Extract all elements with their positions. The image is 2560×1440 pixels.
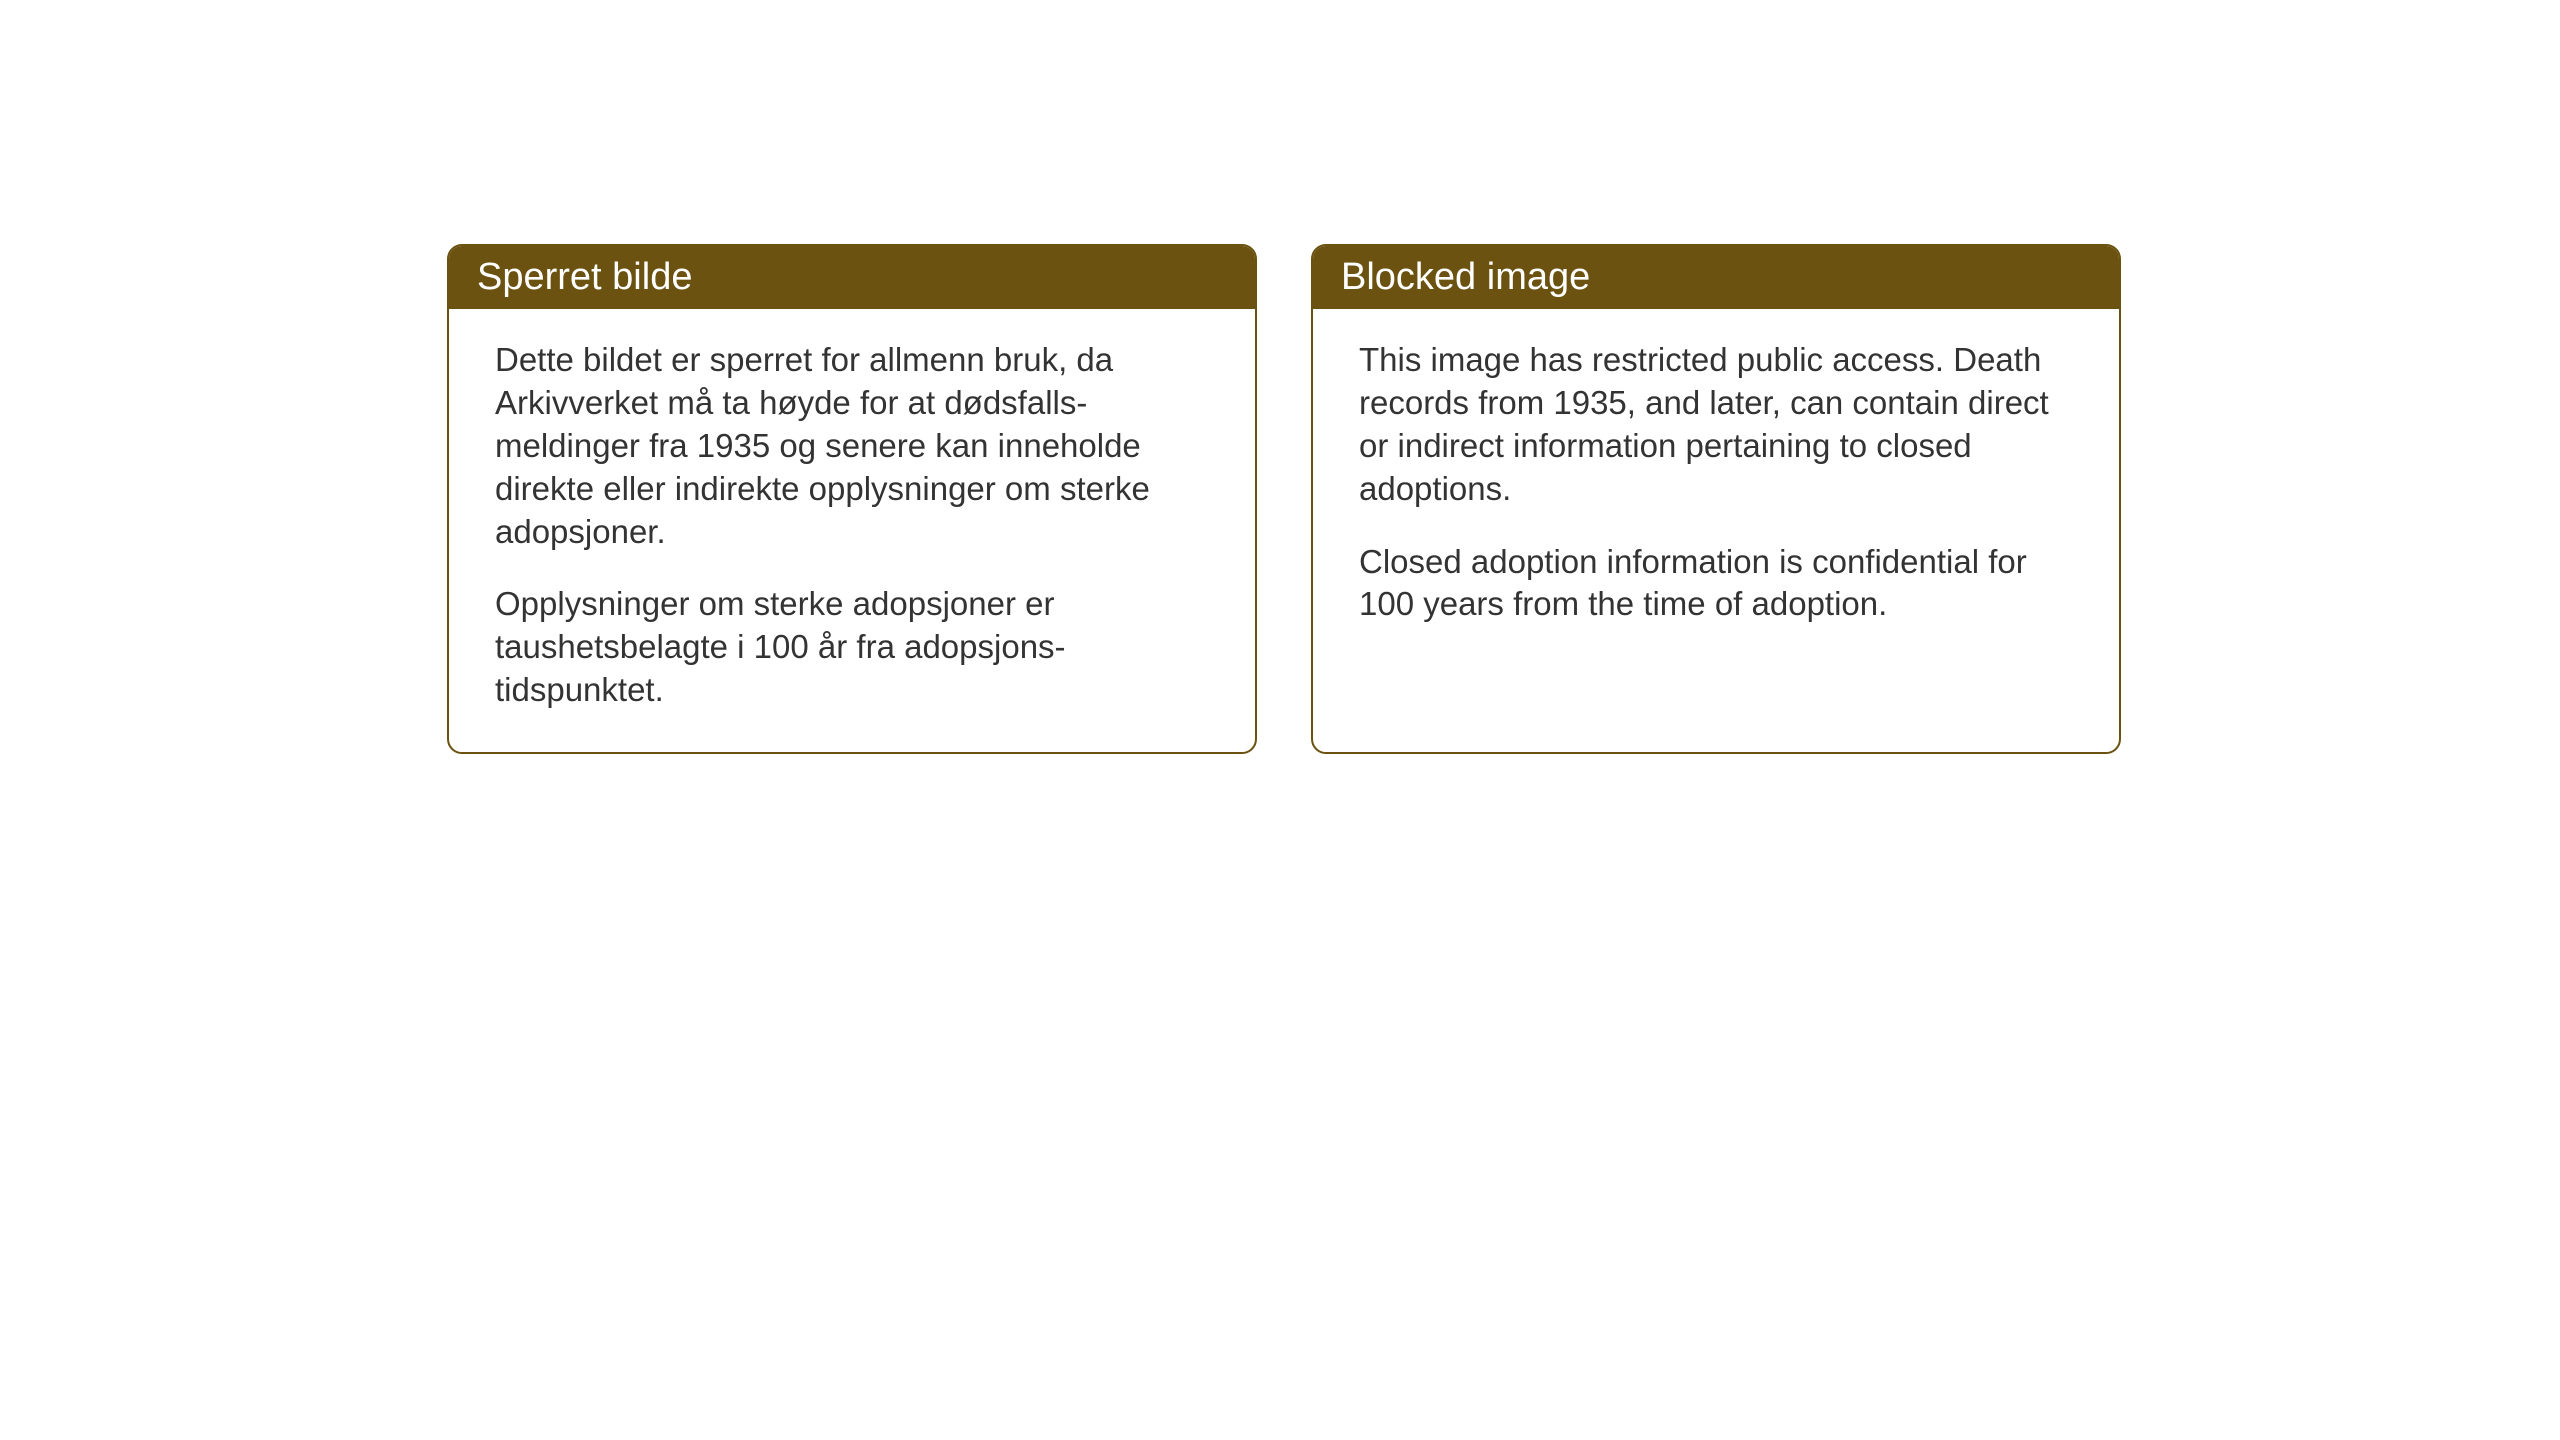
card-paragraph: Closed adoption information is confident… bbox=[1359, 541, 2073, 627]
card-body-english: This image has restricted public access.… bbox=[1313, 309, 2119, 666]
card-title: Sperret bilde bbox=[477, 256, 692, 298]
card-paragraph: Opplysninger om sterke adopsjoner er tau… bbox=[495, 583, 1209, 712]
card-norwegian: Sperret bilde Dette bildet er sperret fo… bbox=[447, 244, 1257, 754]
card-header-norwegian: Sperret bilde bbox=[449, 246, 1255, 309]
card-title: Blocked image bbox=[1341, 256, 1590, 298]
card-body-norwegian: Dette bildet er sperret for allmenn bruk… bbox=[449, 309, 1255, 752]
card-english: Blocked image This image has restricted … bbox=[1311, 244, 2121, 754]
cards-container: Sperret bilde Dette bildet er sperret fo… bbox=[447, 244, 2121, 754]
card-paragraph: Dette bildet er sperret for allmenn bruk… bbox=[495, 339, 1209, 553]
card-header-english: Blocked image bbox=[1313, 246, 2119, 309]
card-paragraph: This image has restricted public access.… bbox=[1359, 339, 2073, 511]
